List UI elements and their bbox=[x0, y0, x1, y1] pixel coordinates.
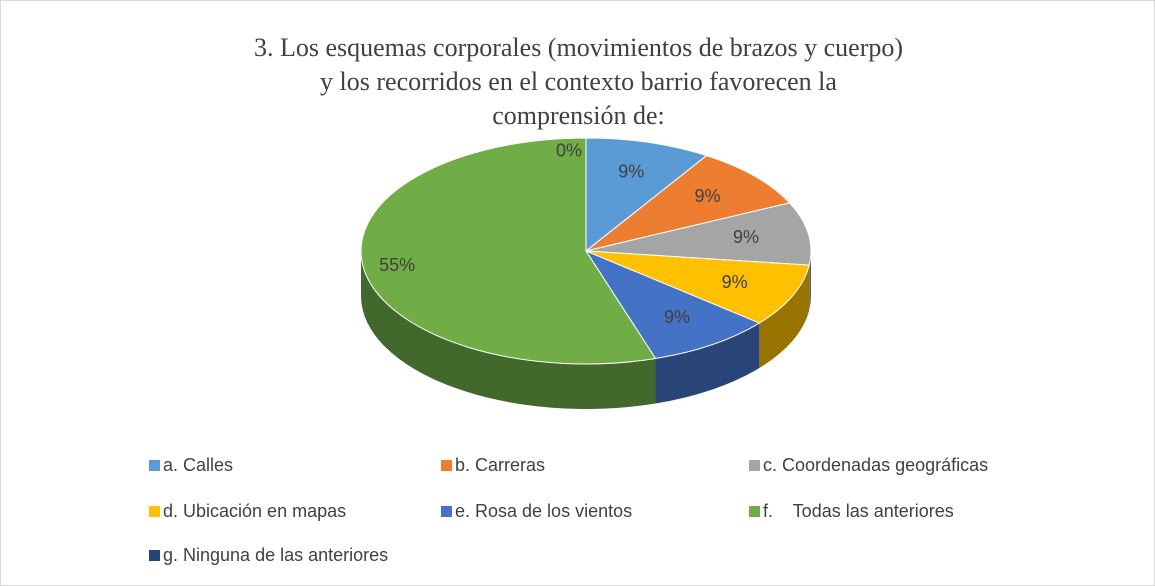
legend-swatch bbox=[149, 460, 160, 471]
legend-swatch bbox=[149, 506, 160, 517]
pie-side bbox=[361, 251, 656, 409]
pie-slice bbox=[585, 250, 810, 324]
legend-label: e. Rosa de los vientos bbox=[455, 501, 632, 521]
legend-label: d. Ubicación en mapas bbox=[163, 501, 346, 521]
chart-title: 3. Los esquemas corporales (movimientos … bbox=[253, 33, 904, 130]
legend-swatch bbox=[441, 460, 452, 471]
data-label: 55% bbox=[379, 255, 415, 275]
legend-label: f. Todas las anteriores bbox=[763, 501, 954, 521]
legend-swatch bbox=[149, 550, 160, 561]
pie-slice bbox=[585, 137, 708, 253]
pie-side bbox=[655, 323, 760, 404]
legend-label: g. Ninguna de las anteriores bbox=[163, 545, 388, 565]
pie-side bbox=[809, 251, 811, 311]
legend-swatch bbox=[749, 506, 760, 517]
data-label: 9% bbox=[733, 227, 759, 247]
pie-slice bbox=[585, 155, 791, 252]
legend-label: c. Coordenadas geográficas bbox=[763, 455, 988, 475]
legend-swatch bbox=[749, 460, 760, 471]
pie-slice bbox=[584, 249, 761, 360]
data-label: 9% bbox=[664, 307, 690, 327]
pie-slice bbox=[585, 202, 812, 266]
data-label: 9% bbox=[695, 186, 721, 206]
data-label: 0% bbox=[556, 140, 582, 160]
data-label: 9% bbox=[722, 272, 748, 292]
legend-swatch bbox=[441, 506, 452, 517]
legend-label: a. Calles bbox=[163, 455, 233, 475]
pie-slice bbox=[360, 137, 657, 365]
legend-label: b. Carreras bbox=[455, 455, 545, 475]
data-label: 9% bbox=[618, 162, 644, 182]
